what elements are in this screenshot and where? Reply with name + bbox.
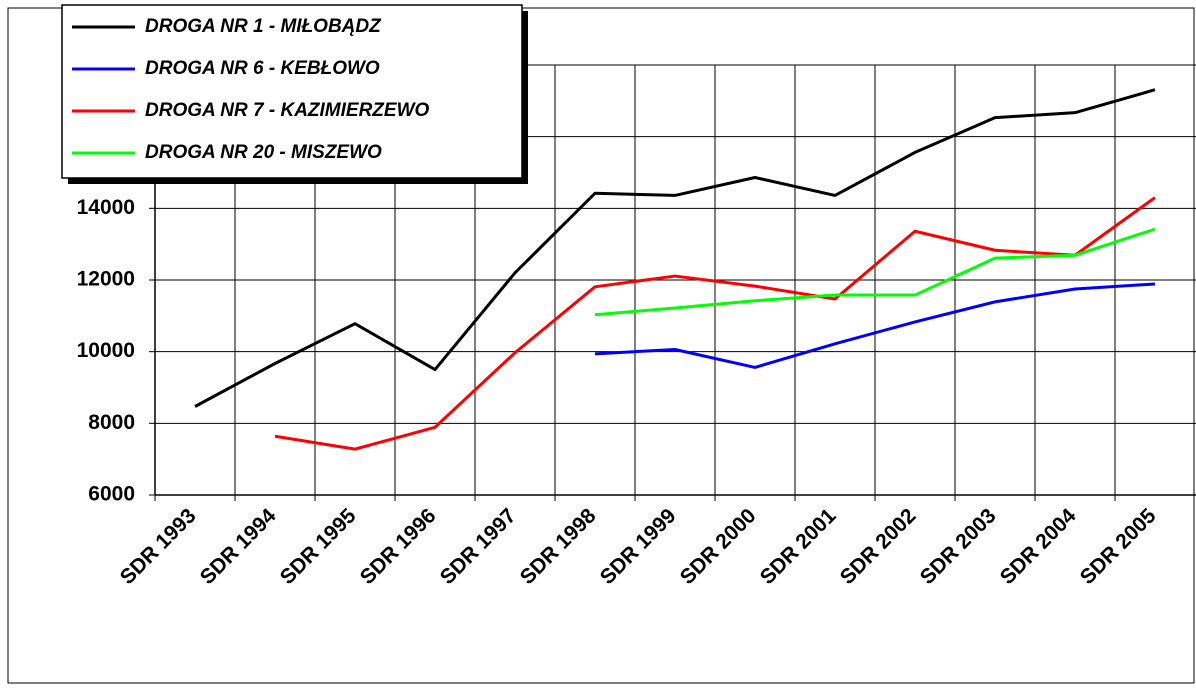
x-tick-label: SDR 2003 <box>916 504 1001 589</box>
y-tick-label: 14000 <box>77 196 135 219</box>
x-tick-label: SDR 2005 <box>1076 504 1161 589</box>
series-line <box>194 88 1156 408</box>
frame <box>7 7 1195 684</box>
y-tick-label: 8000 <box>88 411 135 434</box>
x-tick-label: SDR 1993 <box>116 504 201 589</box>
series-line <box>274 196 1156 451</box>
x-tick-label: SDR 2001 <box>756 504 841 589</box>
x-tick-label: SDR 1998 <box>516 504 601 589</box>
x-tick-label: SDR 2000 <box>676 504 761 589</box>
x-tick-label: SDR 2002 <box>836 504 921 589</box>
legend-label: DROGA NR 6 - KEBŁOWO <box>145 58 380 79</box>
legend-label: DROGA NR 1 - MIŁOBĄDZ <box>145 16 382 37</box>
series-line <box>594 282 1156 369</box>
y-tick-label: 6000 <box>88 483 135 506</box>
legend: DROGA NR 1 - MIŁOBĄDZ DROGA NR 6 - KEBŁOW… <box>61 4 528 184</box>
x-tick-label: SDR 1994 <box>196 504 281 589</box>
y-tick-label: 10000 <box>77 339 135 362</box>
x-tick-label: SDR 2004 <box>996 504 1081 589</box>
x-tick-label: SDR 1997 <box>436 504 521 589</box>
y-tick-label: 12000 <box>77 268 135 291</box>
x-tick-label: SDR 1996 <box>356 504 441 589</box>
legend-box <box>61 4 523 179</box>
series-line <box>594 227 1156 317</box>
legend-label: DROGA NR 20 - MISZEWO <box>145 142 382 163</box>
legend-label: DROGA NR 7 - KAZIMIERZEWO <box>145 100 430 121</box>
x-tick-label: SDR 1999 <box>596 504 681 589</box>
x-tick-label: SDR 1995 <box>276 504 361 589</box>
